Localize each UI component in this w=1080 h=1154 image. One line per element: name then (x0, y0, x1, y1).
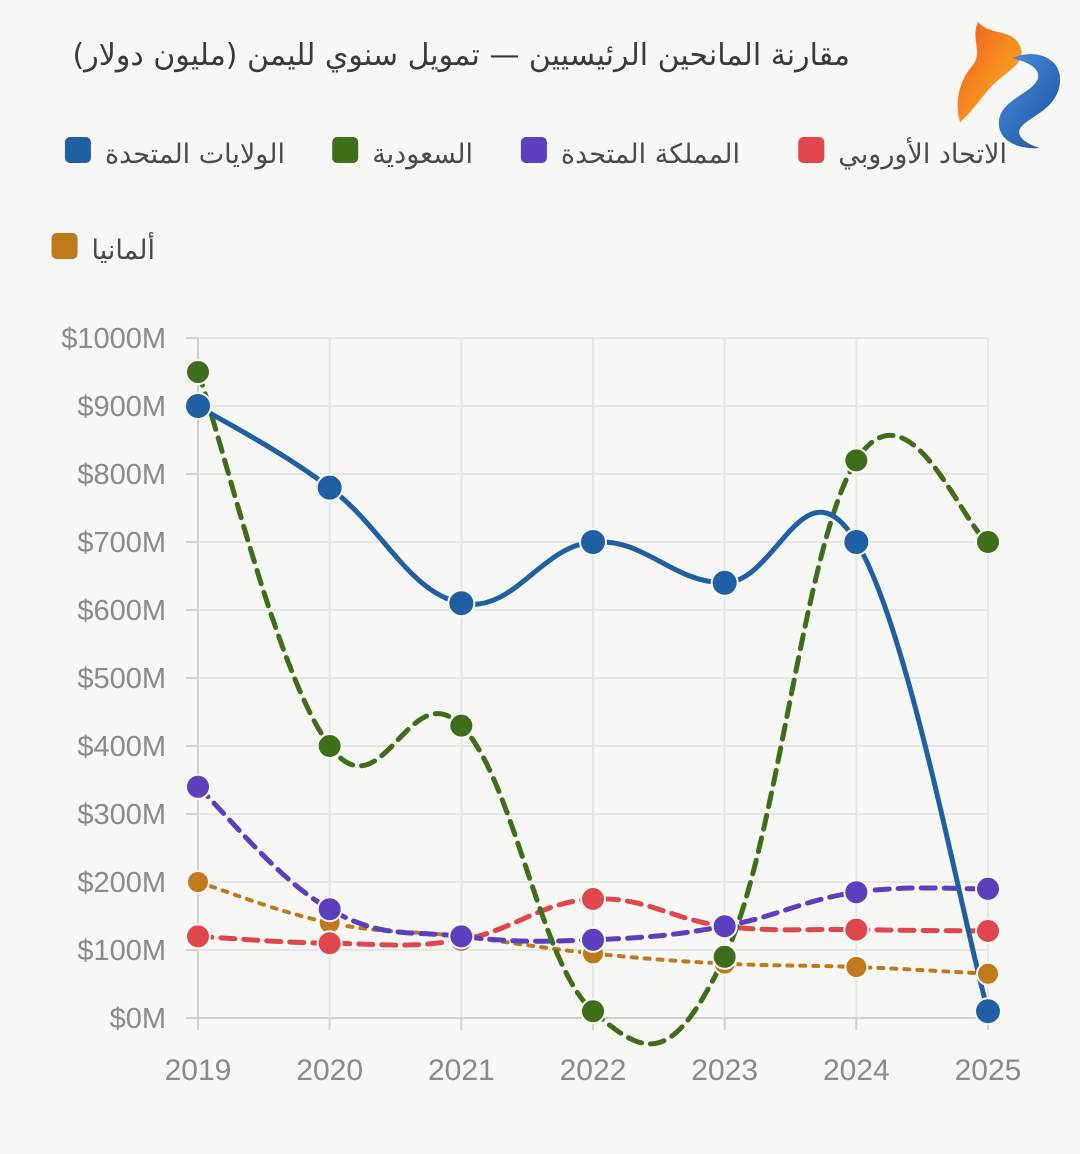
y-tick-label: $1000M (61, 323, 166, 355)
series-1-point[interactable] (447, 589, 476, 618)
y-tick-label: $700M (77, 527, 166, 559)
x-tick-label: 2024 (823, 1054, 890, 1087)
legend-label: المملكة المتحدة (561, 139, 740, 170)
y-tick-label: $300M (77, 799, 166, 831)
series-4-point[interactable] (975, 917, 1001, 944)
series-4-point[interactable] (580, 886, 606, 912)
series-3-point[interactable] (843, 879, 870, 906)
chart-title: مقارنة المانحين الرئيسيين — تمويل سنوي ل… (72, 38, 850, 73)
legend-item-series-5[interactable]: ألمانيا (51, 231, 155, 266)
series-points (184, 359, 1002, 1026)
series-1-point[interactable] (974, 997, 1002, 1026)
series-2-point[interactable] (975, 529, 1001, 555)
series-5-point[interactable] (844, 955, 869, 979)
x-tick-label: 2022 (560, 1054, 627, 1087)
legend-label: ألمانيا (92, 231, 155, 266)
series-1-point[interactable] (184, 392, 212, 420)
legend: الولايات المتحدة السعودية المملكة المتحدة ا… (51, 136, 1007, 266)
y-tick-label: $200M (77, 867, 166, 899)
series-1-line (195, 403, 991, 1014)
series-2-point[interactable] (580, 998, 606, 1025)
series-5-point[interactable] (976, 961, 1000, 986)
series-3-point[interactable] (316, 896, 343, 923)
legend-swatch (332, 137, 359, 163)
series-2-point[interactable] (448, 712, 475, 739)
y-tick-label: $100M (77, 935, 166, 967)
series-3-point[interactable] (975, 875, 1001, 902)
x-tick-label: 2020 (296, 1054, 363, 1087)
legend-label: الولايات المتحدة (105, 139, 285, 170)
series-1-point[interactable] (842, 528, 871, 556)
legend-item-series-2[interactable]: السعودية (332, 137, 473, 170)
logo (957, 22, 1061, 149)
legend-swatch (520, 137, 547, 163)
series-3-point[interactable] (711, 913, 738, 940)
grid (197, 337, 989, 1019)
series-3-point[interactable] (448, 923, 475, 950)
series-1-point[interactable] (315, 473, 344, 502)
series-2-point[interactable] (185, 359, 211, 385)
x-tick-label: 2019 (165, 1054, 232, 1087)
series-4-point[interactable] (316, 930, 343, 957)
series-1-point[interactable] (579, 528, 607, 556)
legend-item-series-1[interactable]: الولايات المتحدة (64, 137, 285, 170)
series-2-point[interactable] (843, 447, 870, 474)
y-tick-label: $900M (77, 391, 166, 423)
x-tick-label: 2025 (955, 1054, 1022, 1087)
y-tick-label: $0M (110, 1003, 166, 1035)
series-4-point[interactable] (843, 916, 870, 943)
series-2-point[interactable] (316, 733, 343, 759)
series-1-point[interactable] (710, 568, 739, 597)
series-2-point[interactable] (711, 943, 738, 970)
legend-label: الاتحاد الأوروبي (838, 136, 1007, 170)
legend-label: السعودية (372, 139, 473, 170)
legend-swatch (798, 137, 825, 163)
x-tick-label: 2021 (428, 1054, 495, 1087)
legend-item-series-4[interactable]: الاتحاد الأوروبي (798, 136, 1007, 170)
series-4-point[interactable] (185, 923, 211, 950)
series-3-point[interactable] (185, 773, 211, 800)
y-tick-label: $500M (77, 663, 166, 695)
y-tick-label: $600M (77, 595, 166, 627)
x-tick-label: 2023 (691, 1054, 758, 1087)
legend-item-series-3[interactable]: المملكة المتحدة (520, 137, 740, 170)
legend-swatch (64, 137, 91, 163)
y-tick-label: $400M (77, 731, 166, 763)
y-tick-label: $800M (77, 459, 166, 491)
legend-swatch (51, 233, 78, 259)
series-5-point[interactable] (186, 870, 210, 894)
series-3-point[interactable] (580, 926, 606, 953)
